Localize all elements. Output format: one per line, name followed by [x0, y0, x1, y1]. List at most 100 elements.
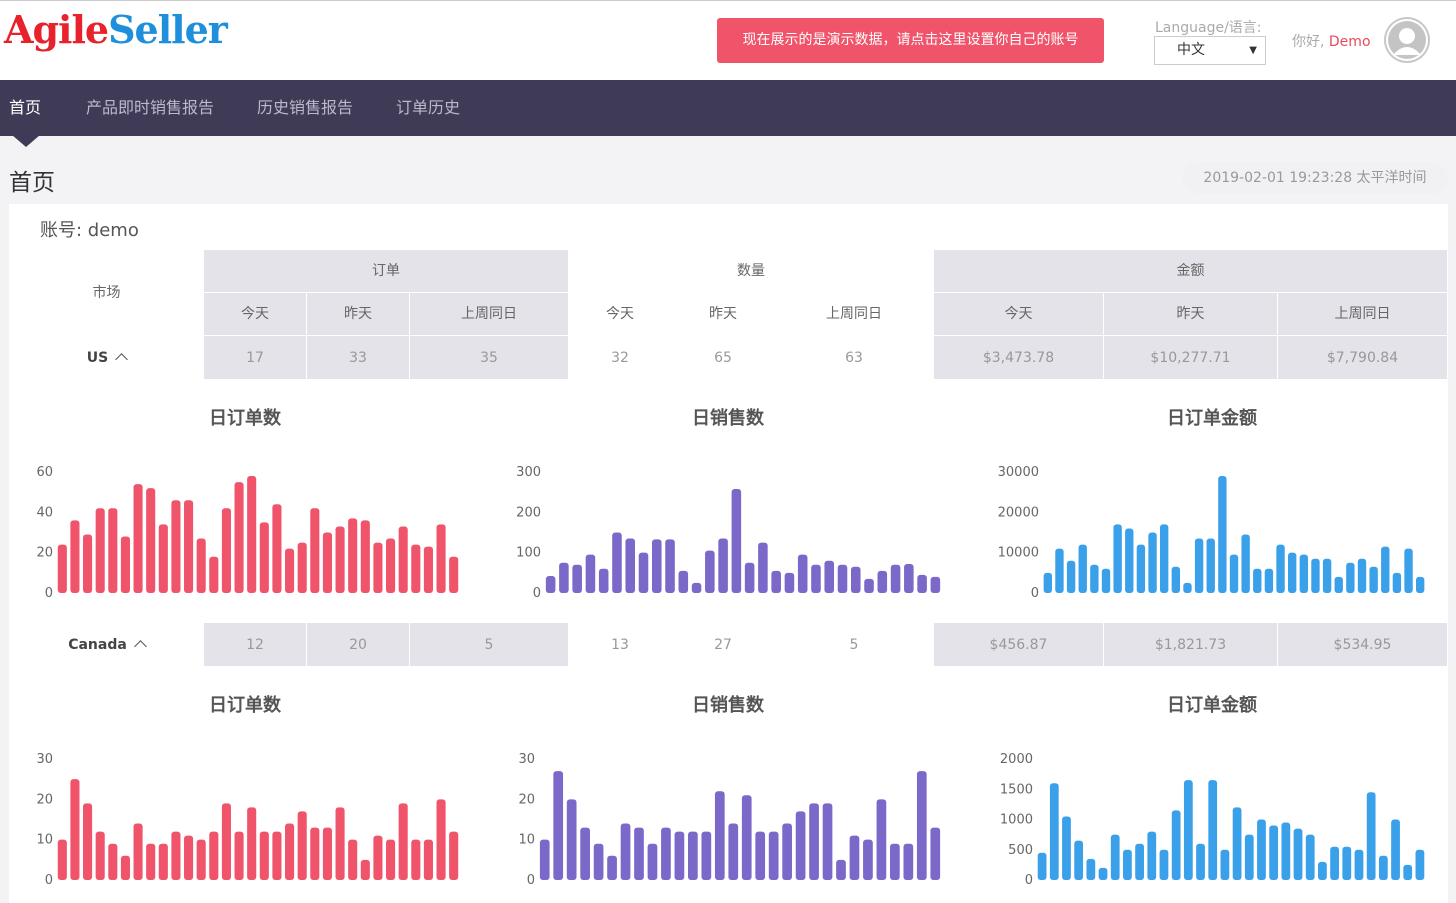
chart-bar[interactable]: [335, 526, 345, 593]
chart-bar[interactable]: [1218, 476, 1227, 593]
chart-bar[interactable]: [917, 574, 927, 593]
chart-bar[interactable]: [1125, 528, 1134, 593]
chart-bar[interactable]: [580, 827, 590, 880]
chart-bar[interactable]: [209, 831, 219, 880]
chart-bar[interactable]: [57, 839, 67, 880]
chart-bar[interactable]: [247, 807, 257, 880]
chart-bar[interactable]: [1281, 822, 1291, 880]
chart-bar[interactable]: [423, 839, 433, 880]
chart-bar[interactable]: [585, 554, 596, 593]
chart-bar[interactable]: [398, 526, 408, 593]
chart-bar[interactable]: [718, 538, 728, 593]
chart-bar[interactable]: [285, 548, 295, 593]
chart-bar[interactable]: [809, 803, 819, 880]
chart-bar[interactable]: [795, 811, 806, 880]
chart-bar[interactable]: [171, 500, 181, 593]
nav-item-order-history[interactable]: 订单历史: [396, 98, 461, 117]
chart-bar[interactable]: [1062, 816, 1071, 880]
chart-bar[interactable]: [1392, 572, 1402, 593]
chart-bar[interactable]: [728, 823, 739, 880]
chart-bar[interactable]: [171, 831, 181, 880]
chart-bar[interactable]: [1305, 834, 1315, 880]
chart-bar[interactable]: [647, 843, 658, 880]
chart-bar[interactable]: [1049, 783, 1059, 880]
chart-bar[interactable]: [638, 552, 649, 593]
chart-bar[interactable]: [620, 823, 631, 880]
market-toggle-canada[interactable]: Canada: [10, 623, 204, 667]
chart-bar[interactable]: [1322, 558, 1332, 593]
chart-bar[interactable]: [1415, 849, 1425, 880]
chart-bar[interactable]: [1171, 810, 1181, 880]
chart-bar[interactable]: [1415, 576, 1425, 593]
chart-bar[interactable]: [1381, 546, 1390, 593]
chart-bar[interactable]: [691, 582, 702, 593]
chart-bar[interactable]: [348, 839, 358, 880]
chart-bar[interactable]: [904, 563, 914, 593]
chart-bar[interactable]: [916, 771, 927, 880]
chart-bar[interactable]: [133, 823, 143, 880]
chart-bar[interactable]: [1078, 544, 1087, 593]
chart-bar[interactable]: [398, 803, 408, 880]
chart-bar[interactable]: [930, 576, 941, 593]
chart-bar[interactable]: [1135, 843, 1144, 880]
chart-bar[interactable]: [83, 534, 93, 593]
chart-bar[interactable]: [133, 484, 143, 593]
chart-bar[interactable]: [1208, 780, 1218, 880]
chart-bar[interactable]: [688, 831, 698, 880]
chart-bar[interactable]: [1287, 552, 1297, 593]
chart-bar[interactable]: [247, 476, 257, 593]
chart-bar[interactable]: [784, 572, 795, 593]
chart-bar[interactable]: [1299, 554, 1309, 593]
nav-item-home[interactable]: 首页: [9, 98, 42, 117]
chart-bar[interactable]: [1378, 855, 1388, 880]
chart-bar[interactable]: [1366, 792, 1376, 880]
chart-bar[interactable]: [797, 554, 808, 593]
chart-bar[interactable]: [57, 544, 67, 593]
chart-bar[interactable]: [1334, 576, 1343, 593]
chart-bar[interactable]: [146, 843, 156, 880]
chart-bar[interactable]: [120, 855, 130, 880]
chart-bar[interactable]: [373, 835, 383, 880]
chart-bar[interactable]: [184, 500, 194, 593]
chart-bar[interactable]: [850, 566, 861, 593]
chart-bar[interactable]: [1229, 554, 1239, 593]
chart-bar[interactable]: [1194, 538, 1204, 593]
chart-bar[interactable]: [1183, 780, 1193, 880]
chart-bar[interactable]: [310, 508, 320, 593]
chart-bar[interactable]: [864, 578, 874, 593]
chart-bar[interactable]: [634, 827, 644, 880]
chart-bar[interactable]: [1206, 538, 1215, 593]
chart-bar[interactable]: [744, 562, 755, 593]
chart-bar[interactable]: [876, 799, 887, 880]
nav-item-history-report[interactable]: 历史销售报告: [257, 98, 354, 117]
chart-bar[interactable]: [436, 799, 446, 880]
chart-bar[interactable]: [1074, 840, 1084, 880]
market-toggle-us[interactable]: US: [10, 336, 204, 380]
chart-bar[interactable]: [1159, 524, 1169, 593]
chart-bar[interactable]: [146, 488, 156, 593]
chart-bar[interactable]: [758, 542, 768, 593]
chart-bar[interactable]: [1090, 564, 1099, 593]
chart-bar[interactable]: [539, 839, 550, 880]
chart-bar[interactable]: [209, 556, 219, 593]
chart-bar[interactable]: [559, 562, 569, 593]
chart-bar[interactable]: [1354, 849, 1364, 880]
chart-bar[interactable]: [1196, 843, 1205, 880]
chart-bar[interactable]: [572, 564, 582, 593]
chart-bar[interactable]: [70, 520, 80, 593]
chart-bar[interactable]: [755, 831, 766, 880]
chart-bar[interactable]: [1276, 544, 1285, 593]
chart-bar[interactable]: [1136, 544, 1146, 593]
chart-bar[interactable]: [285, 823, 295, 880]
chart-bar[interactable]: [158, 843, 168, 880]
chart-bar[interactable]: [70, 779, 80, 880]
chart-bar[interactable]: [674, 831, 685, 880]
chart-bar[interactable]: [1113, 524, 1122, 593]
chart-bar[interactable]: [1110, 834, 1120, 880]
chart-bar[interactable]: [259, 522, 269, 593]
chart-bar[interactable]: [108, 508, 118, 593]
chart-bar[interactable]: [1232, 807, 1242, 880]
chart-bar[interactable]: [625, 538, 636, 593]
chart-bar[interactable]: [678, 570, 689, 593]
chart-bar[interactable]: [310, 827, 320, 880]
